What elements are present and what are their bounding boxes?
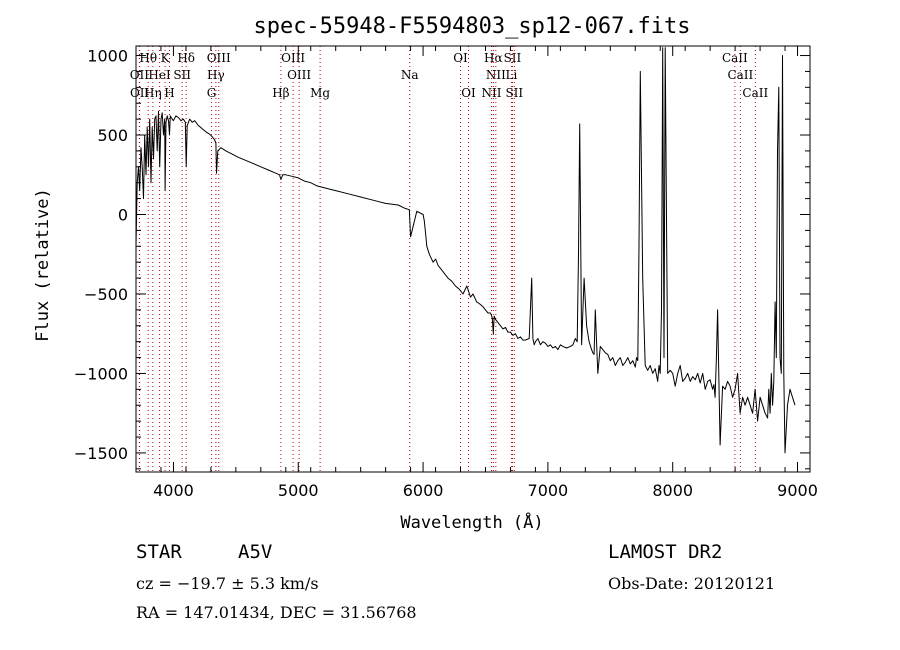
plot-area bbox=[135, 47, 796, 454]
marker-label-15: NII bbox=[486, 68, 506, 82]
obs-date-text: Obs-Date: 20120121 bbox=[608, 574, 776, 593]
marker-label-27: CaII bbox=[742, 86, 768, 100]
x-axis-label: Wavelength (Å) bbox=[400, 511, 543, 533]
marker-label-23: Mg bbox=[310, 86, 330, 100]
marker-label-13: OIII bbox=[287, 68, 311, 82]
marker-label-25: NII bbox=[481, 86, 501, 100]
marker-label-8: CaII bbox=[722, 51, 748, 65]
marker-label-1: K bbox=[161, 51, 171, 65]
marker-label-2: Hδ bbox=[177, 51, 195, 65]
marker-label-10: HeI bbox=[148, 68, 171, 82]
redshift-text: cz = −19.7 ± 5.3 km/s bbox=[136, 574, 319, 593]
marker-label-5: OI bbox=[453, 51, 468, 65]
y-axis-label: Flux (relative) bbox=[33, 188, 53, 342]
y-tick-label-1000: 1000 bbox=[87, 47, 128, 66]
marker-label-22: Hβ bbox=[272, 86, 289, 100]
marker-label-12: Hγ bbox=[207, 68, 225, 82]
marker-label-14: Na bbox=[401, 68, 419, 82]
marker-label-6: Hα bbox=[484, 51, 503, 65]
marker-label-20: H bbox=[164, 86, 174, 100]
marker-label-21: G bbox=[207, 86, 217, 100]
marker-label-19: Hη bbox=[144, 86, 162, 100]
marker-label-4: OIII bbox=[281, 51, 305, 65]
chart-title: spec-55948-F5594803_sp12-067.fits bbox=[253, 14, 690, 39]
axes: 4000 5000 6000 7000 8000 9000 −1500 −1000 −500 0 5… bbox=[74, 45, 818, 500]
marker-label-24: OI bbox=[461, 86, 476, 100]
y-tick-label--500: −500 bbox=[84, 285, 128, 304]
survey-label: LAMOST DR2 bbox=[608, 541, 723, 563]
coordinates-text: RA = 147.01434, DEC = 31.56768 bbox=[136, 603, 417, 622]
spectrum-line bbox=[135, 47, 796, 454]
marker-label-0: Hθ bbox=[139, 51, 157, 65]
y-tick-label--1000: −1000 bbox=[74, 364, 128, 383]
marker-label-17: CaII bbox=[727, 68, 753, 82]
marker-label-26: SII bbox=[505, 86, 523, 100]
x-tick-label-5000: 5000 bbox=[278, 481, 319, 500]
x-tick-label-4000: 4000 bbox=[153, 481, 194, 500]
y-tick-label-0: 0 bbox=[118, 205, 128, 224]
marker-label-3: OIII bbox=[207, 51, 231, 65]
plot-frame bbox=[135, 45, 811, 473]
marker-label-11: SII bbox=[173, 68, 191, 82]
marker-label-7: SII bbox=[504, 51, 522, 65]
y-tick-label--1500: −1500 bbox=[74, 444, 128, 463]
marker-label-16: Li bbox=[506, 68, 518, 82]
x-tick-label-9000: 9000 bbox=[777, 481, 818, 500]
x-tick-label-8000: 8000 bbox=[652, 481, 693, 500]
y-tick-label-500: 500 bbox=[97, 126, 128, 145]
x-tick-label-6000: 6000 bbox=[403, 481, 444, 500]
subclass-label: A5V bbox=[238, 541, 273, 563]
x-tick-label-7000: 7000 bbox=[528, 481, 569, 500]
class-label: STAR bbox=[136, 541, 182, 563]
marker-label-18: OII bbox=[130, 86, 150, 100]
